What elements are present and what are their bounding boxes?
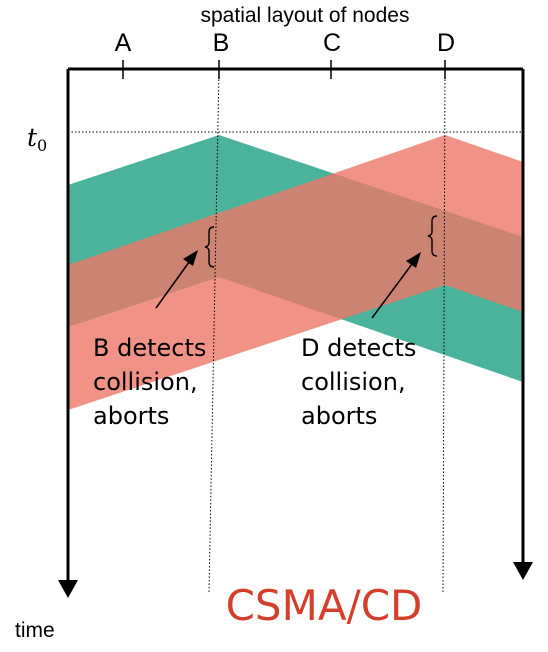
time-axis-label: time [15, 619, 55, 642]
t0-label: t0 [27, 123, 47, 155]
transmission-diagram [68, 135, 523, 410]
left-time-arrowhead [58, 580, 78, 598]
d-annotation-line-2: collision, [301, 368, 406, 396]
right-time-arrowhead [513, 562, 533, 580]
node-label-b: B [213, 29, 230, 57]
d-annotation-line-3: aborts [301, 402, 377, 430]
header-title: spatial layout of nodes [201, 4, 410, 27]
b-collision-brace [204, 226, 215, 268]
t0-subscript: 0 [37, 136, 47, 155]
t0-variable: t [27, 123, 38, 152]
d-annotation: D detects collision, aborts [301, 334, 416, 430]
b-annotation-arrow [155, 257, 193, 309]
caption: CSMA/CD [226, 581, 423, 630]
node-label-c: C [323, 29, 341, 57]
b-annotation-line-3: aborts [93, 402, 169, 430]
node-label-d: D [437, 29, 455, 57]
node-label-a: A [115, 29, 132, 57]
d-annotation-arrow [371, 259, 416, 319]
time-axes [58, 67, 533, 598]
d-transmission-wedge [68, 135, 523, 410]
b-annotation: B detects collision, aborts [93, 334, 206, 430]
d-annotation-arrowhead [406, 252, 421, 268]
b-annotation-line-2: collision, [93, 368, 198, 396]
d-annotation-line-1: D detects [301, 334, 416, 362]
b-annotation-arrowhead [183, 250, 198, 266]
guide-lines [68, 68, 523, 593]
b-annotation-line-1: B detects [93, 334, 206, 362]
d-collision-brace [427, 215, 438, 257]
